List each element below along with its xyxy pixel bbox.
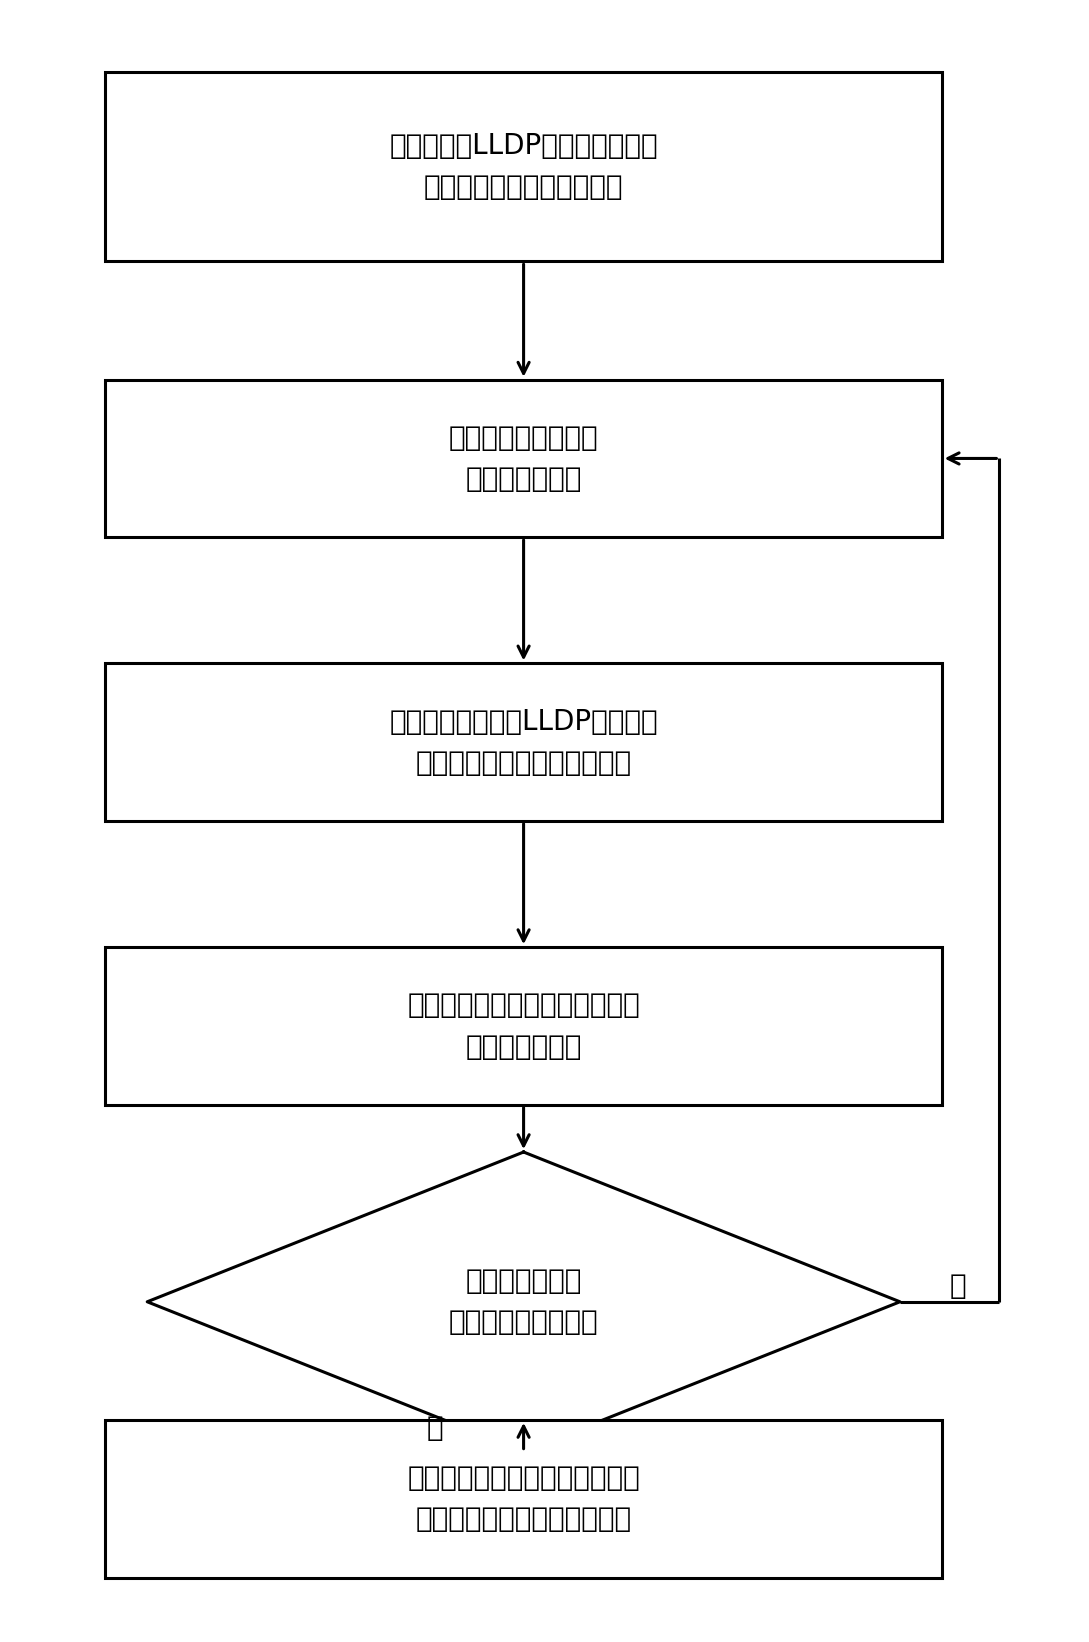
Text: 交换机获取到完整的网络拓扑，
并计算出自身在网络中的位置: 交换机获取到完整的网络拓扑， 并计算出自身在网络中的位置 <box>407 1465 640 1534</box>
Text: 交换机接收初级邻居交换机发送
过来的局部拓扑: 交换机接收初级邻居交换机发送 过来的局部拓扑 <box>407 992 640 1061</box>
Bar <box>106 1420 942 1578</box>
Text: 是: 是 <box>950 1273 966 1300</box>
Text: 交换机通过LLDP协议探测直接连
接在本端口的初级邻居信息: 交换机通过LLDP协议探测直接连 接在本端口的初级邻居信息 <box>389 133 658 202</box>
Bar <box>106 379 942 537</box>
Text: 交换机整理邻居信息
并生成局部拓扑: 交换机整理邻居信息 并生成局部拓扑 <box>449 424 598 493</box>
Bar <box>106 72 942 261</box>
Text: 否: 否 <box>427 1414 443 1442</box>
Text: 交换机通过扩展的LLDP协议向初
级邻居扩散收集到的局部拓扑: 交换机通过扩展的LLDP协议向初 级邻居扩散收集到的局部拓扑 <box>389 708 658 777</box>
Text: 是否有新的邻居
局部拓扑信息更新？: 是否有新的邻居 局部拓扑信息更新？ <box>449 1268 598 1337</box>
Bar <box>106 663 942 821</box>
Bar <box>106 947 942 1105</box>
